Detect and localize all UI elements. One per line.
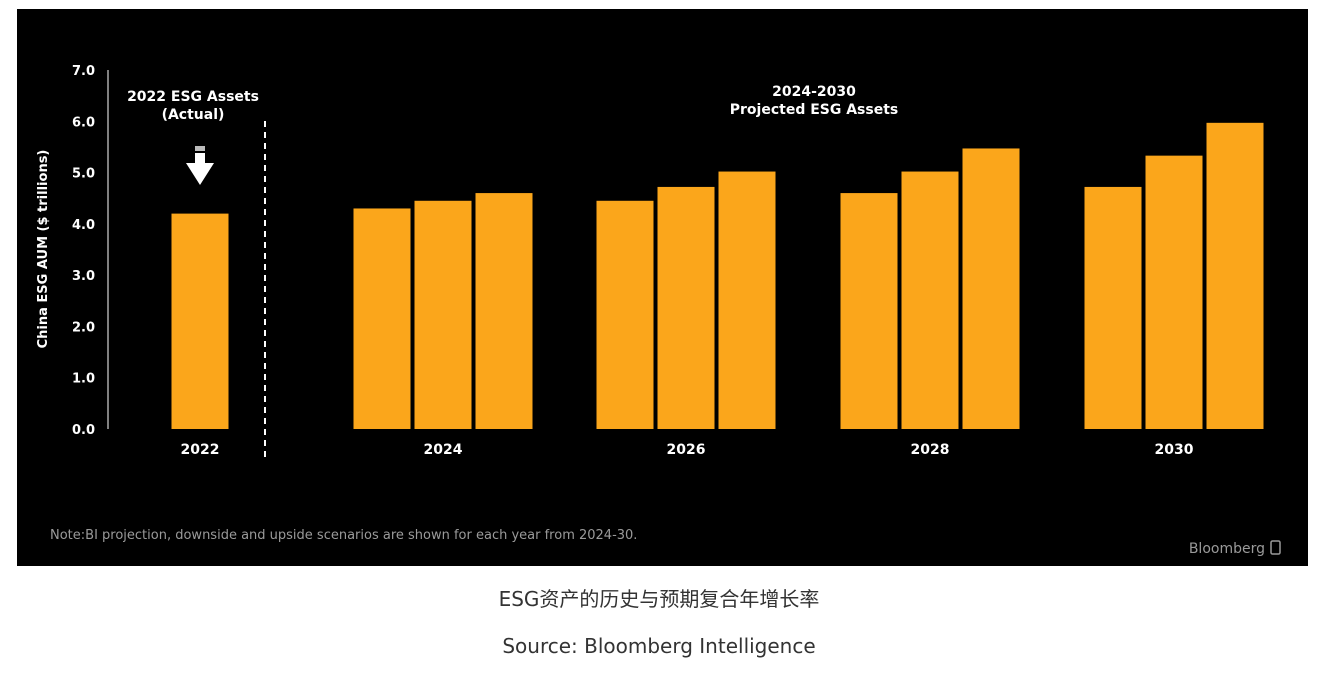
bar-2024-2 bbox=[414, 200, 472, 429]
chart-note: Note:BI projection, downside and upside … bbox=[50, 528, 637, 543]
y-tick-label: 4.0 bbox=[72, 218, 95, 233]
bloomberg-logo: Bloomberg bbox=[1189, 541, 1265, 557]
bar-2026-3 bbox=[718, 171, 776, 429]
bar-2030-2 bbox=[1145, 155, 1203, 429]
figure-caption: ESG资产的历史与预期复合年增长率 bbox=[498, 587, 820, 611]
down-arrow-icon bbox=[186, 146, 214, 185]
bar-2028-2 bbox=[901, 171, 959, 429]
bar-2024-3 bbox=[475, 193, 533, 429]
x-tick-label: 2028 bbox=[911, 442, 950, 458]
bar-2024-1 bbox=[353, 208, 411, 429]
bar-2026-2 bbox=[657, 186, 715, 429]
bar-2028-1 bbox=[840, 193, 898, 429]
bar-2030-3 bbox=[1206, 122, 1264, 430]
y-tick-label: 2.0 bbox=[72, 320, 95, 335]
y-tick-label: 0.0 bbox=[72, 423, 95, 438]
y-axis: 0.0 1.0 2.0 3.0 4.0 5.0 6.0 7.0 bbox=[72, 64, 109, 438]
y-axis-title: China ESG AUM ($ trillions) bbox=[36, 150, 51, 349]
bars bbox=[171, 122, 1264, 430]
bar-2026-1 bbox=[596, 200, 654, 429]
bar-2028-3 bbox=[962, 148, 1020, 429]
x-tick-label: 2024 bbox=[424, 442, 463, 458]
y-tick-label: 5.0 bbox=[72, 167, 95, 182]
actual-annotation-line1: 2022 ESG Assets bbox=[127, 89, 259, 105]
actual-annotation-line2: (Actual) bbox=[162, 107, 225, 123]
projected-annotation-line2: Projected ESG Assets bbox=[730, 102, 899, 118]
x-tick-label: 2030 bbox=[1155, 442, 1194, 458]
y-tick-label: 6.0 bbox=[72, 115, 95, 130]
figure-source: Source: Bloomberg Intelligence bbox=[502, 634, 816, 658]
x-tick-label: 2026 bbox=[667, 442, 706, 458]
bar-2022-1 bbox=[171, 213, 229, 429]
chart-panel: 0.0 1.0 2.0 3.0 4.0 5.0 6.0 7.0 2022 2024 2026 202… bbox=[17, 9, 1308, 566]
bar-2030-1 bbox=[1084, 186, 1142, 429]
bloomberg-logo-icon bbox=[1270, 540, 1281, 555]
y-tick-label: 1.0 bbox=[72, 372, 95, 387]
x-axis-labels: 2022 2024 2026 2028 2030 bbox=[181, 442, 1194, 458]
y-tick-label: 3.0 bbox=[72, 269, 95, 284]
projected-annotation-line1: 2024-2030 bbox=[772, 84, 856, 100]
bar-chart: 0.01.02.03.04.05.06.07.0 2022 2024 2026 202… bbox=[36, 64, 1281, 557]
y-tick-label: 7.0 bbox=[72, 64, 95, 79]
x-tick-label: 2022 bbox=[181, 442, 220, 458]
